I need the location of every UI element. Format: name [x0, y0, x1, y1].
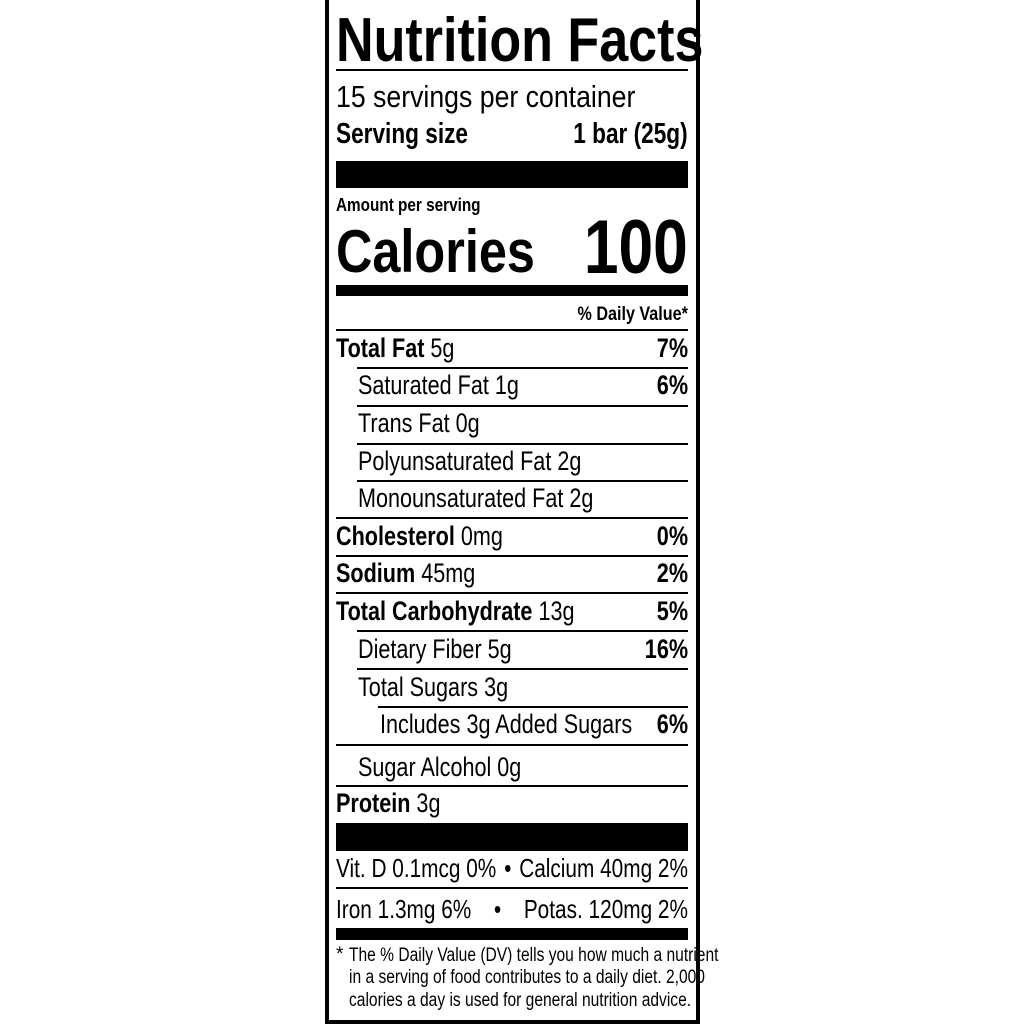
label-text: Polyunsaturated Fat 2g — [358, 446, 582, 476]
label-text: 5g — [430, 333, 455, 363]
label-text: 0mg — [460, 521, 503, 551]
serving-size-value: 1 bar (25g) — [573, 118, 688, 150]
micronutrient-left: Iron 1.3mg 6% — [336, 894, 472, 924]
nutrient-label: Total Fat 5g — [336, 333, 454, 363]
nutrient-row-total-carbohydrate: Total Carbohydrate 13g 5% — [0, 596, 1024, 626]
nutrient-label: Cholesterol 0mg — [336, 521, 503, 551]
label-text: Protein — [336, 788, 411, 818]
servings-per-container: 15 servings per container — [336, 79, 636, 114]
nutrient-label: Protein 3g — [336, 788, 440, 818]
divider — [336, 555, 688, 557]
medium-bar — [336, 285, 688, 296]
bullet-separator: • — [504, 853, 512, 883]
amount-per-serving: Amount per serving — [336, 195, 481, 215]
divider — [357, 480, 688, 482]
nutrient-row-added-sugars: Includes 3g Added Sugars 6% — [0, 709, 1024, 739]
divider — [357, 668, 688, 670]
label-text: Cholesterol — [336, 521, 455, 551]
nutrient-row-total-sugars: Total Sugars 3g — [0, 672, 1024, 702]
divider — [357, 630, 688, 632]
label-text: 13g — [538, 596, 575, 626]
calories-value: 100 — [584, 205, 688, 290]
divider — [357, 405, 688, 407]
nutrient-row-polyunsaturated-fat: Polyunsaturated Fat 2g — [0, 446, 1024, 476]
daily-value-header: % Daily Value* — [577, 304, 688, 325]
micronutrient-left: Vit. D 0.1mcg 0% — [336, 853, 497, 883]
label-text: Includes 3g Added Sugars — [380, 709, 633, 739]
footnote-line: calories a day is used for general nutri… — [349, 990, 692, 1011]
divider — [357, 443, 688, 445]
label-text: Dietary Fiber 5g — [358, 634, 512, 664]
label-text: Total Carbohydrate — [336, 596, 533, 626]
label-text: Sodium — [336, 558, 416, 588]
label-text: 0% — [656, 521, 688, 551]
label-text: 5% — [656, 596, 688, 626]
label-text: Sugar Alcohol 0g — [358, 752, 522, 782]
nutrient-label: Sodium 45mg — [336, 558, 475, 588]
label-title: Nutrition Facts — [336, 6, 704, 75]
bullet-separator: • — [493, 894, 502, 924]
thick-bar — [336, 823, 688, 851]
medium-bar — [336, 928, 688, 940]
label-text: 7% — [656, 333, 688, 363]
nutrient-label: Total Carbohydrate 13g — [336, 596, 574, 626]
label-text: 3g — [416, 788, 441, 818]
micronutrient-right: Calcium 40mg 2% — [519, 853, 688, 883]
divider — [336, 785, 688, 787]
nutrient-row-cholesterol: Cholesterol 0mg 0% — [0, 521, 1024, 551]
label-text: 16% — [644, 634, 688, 664]
label-border — [325, 0, 700, 1024]
divider — [336, 887, 688, 889]
divider — [336, 517, 688, 519]
divider — [336, 69, 688, 71]
thick-bar — [336, 161, 688, 188]
nutrient-row-sodium: Sodium 45mg 2% — [0, 558, 1024, 588]
nutrient-row-saturated-fat: Saturated Fat 1g 6% — [0, 370, 1024, 400]
micronutrient-row: Iron 1.3mg 6% • Potas. 120mg 2% — [336, 894, 688, 924]
micronutrient-row: Vit. D 0.1mcg 0% • Calcium 40mg 2% — [336, 853, 688, 883]
label-text: 6% — [656, 709, 688, 739]
footnote-line: in a serving of food contributes to a da… — [349, 967, 705, 988]
footnote-line: The % Daily Value (DV) tells you how muc… — [349, 945, 719, 966]
footnote-asterisk: * — [336, 944, 344, 965]
label-text: Total Sugars 3g — [358, 672, 509, 702]
divider — [336, 744, 688, 746]
nutrient-row-trans-fat: Trans Fat 0g — [0, 408, 1024, 438]
label-text: Trans Fat 0g — [358, 408, 480, 438]
divider — [357, 367, 688, 369]
serving-size-label: Serving size — [336, 118, 469, 150]
label-text: Saturated Fat 1g — [358, 370, 519, 400]
label-text: 45mg — [421, 558, 476, 588]
label-text: Monounsaturated Fat 2g — [358, 483, 594, 513]
calories-label: Calories — [336, 218, 535, 285]
divider — [336, 329, 688, 331]
micronutrient-right: Potas. 120mg 2% — [523, 894, 688, 924]
label-text: Total Fat — [336, 333, 425, 363]
nutrient-row-dietary-fiber: Dietary Fiber 5g 16% — [0, 634, 1024, 664]
divider — [336, 592, 688, 594]
label-text: 2% — [656, 558, 688, 588]
nutrient-row-protein: Protein 3g — [0, 788, 1024, 818]
nutrient-row-total-fat: Total Fat 5g 7% — [0, 333, 1024, 363]
nutrient-row-sugar-alcohol: Sugar Alcohol 0g — [0, 752, 1024, 782]
divider — [378, 706, 688, 708]
label-text: 6% — [656, 370, 688, 400]
nutrient-row-monounsaturated-fat: Monounsaturated Fat 2g — [0, 483, 1024, 513]
